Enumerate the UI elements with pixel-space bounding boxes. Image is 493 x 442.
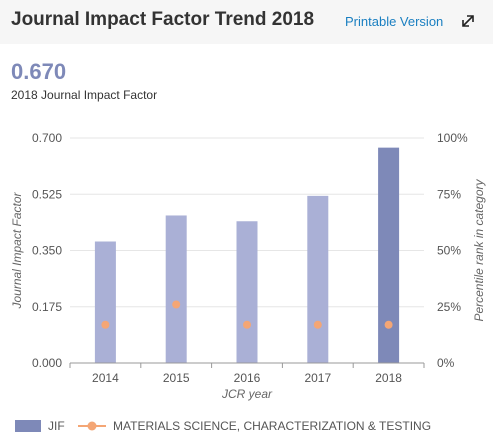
x-tick-label: 2014 xyxy=(92,371,119,385)
header-bar: Journal Impact Factor Trend 2018 Printab… xyxy=(0,0,493,44)
y2-tick-label: 50% xyxy=(437,244,461,258)
y2-tick-label: 100% xyxy=(437,131,468,145)
x-tick-label: 2017 xyxy=(304,371,331,385)
jif-bar xyxy=(165,215,187,363)
y2-axis-title: Percentile rank in category xyxy=(472,178,486,321)
percentile-marker xyxy=(384,320,393,329)
y2-tick-label: 75% xyxy=(437,187,461,201)
impact-factor-label: 2018 Journal Impact Factor xyxy=(11,88,158,102)
impact-factor-chart: 0.000 0.175 0.350 0.525 0.700 0% 25% 50% 75% 100%… xyxy=(10,131,486,401)
impact-factor-value: 0.670 xyxy=(11,59,67,84)
percentile-marker xyxy=(243,320,251,329)
y-axis-title: Journal Impact Factor xyxy=(10,191,24,309)
x-tick-label: 2015 xyxy=(163,371,190,385)
printable-version-link[interactable]: Printable Version xyxy=(345,14,444,29)
y-tick-label: 0.525 xyxy=(32,187,62,201)
x-axis-title: JCR year xyxy=(221,387,273,401)
y-tick-label: 0.350 xyxy=(32,244,62,258)
jif-bar xyxy=(236,221,258,363)
percentile-marker xyxy=(101,320,110,329)
jif-bar xyxy=(94,241,116,363)
y2-tick-label: 25% xyxy=(437,300,461,314)
y-tick-label: 0.000 xyxy=(32,356,62,370)
percentile-marker xyxy=(313,320,322,329)
y2-tick-label: 0% xyxy=(437,356,455,370)
legend-jif-swatch xyxy=(15,420,41,432)
jif-bar xyxy=(307,195,329,363)
y-tick-label: 0.175 xyxy=(32,300,62,314)
percentile-marker xyxy=(172,300,181,309)
page-title: Journal Impact Factor Trend 2018 xyxy=(11,9,315,30)
expand-arrows-icon[interactable] xyxy=(459,12,477,30)
legend-jif-label: JIF xyxy=(48,419,65,433)
x-tick-label: 2018 xyxy=(375,371,402,385)
jif-bar xyxy=(378,147,400,363)
legend-category-swatch xyxy=(78,421,106,431)
y-tick-label: 0.700 xyxy=(32,131,62,145)
legend-category-label: MATERIALS SCIENCE, CHARACTERIZATION & TE… xyxy=(113,419,432,433)
x-tick-label: 2016 xyxy=(234,371,261,385)
